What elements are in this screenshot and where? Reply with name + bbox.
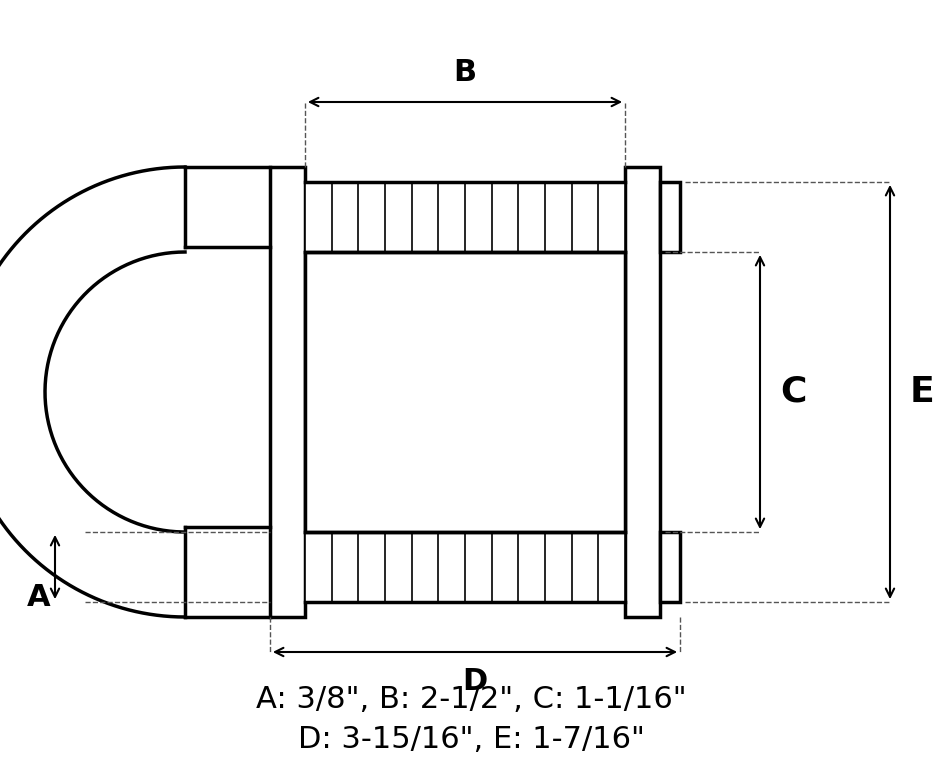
Bar	[660, 532, 680, 602]
Text: D: 3-15/16", E: 1-7/16": D: 3-15/16", E: 1-7/16"	[298, 726, 644, 755]
Bar	[305, 182, 625, 252]
Text: A: 3/8", B: 2-1/2", C: 1-1/16": A: 3/8", B: 2-1/2", C: 1-1/16"	[255, 686, 687, 715]
Text: C: C	[780, 375, 806, 409]
Bar	[305, 252, 625, 532]
Bar	[270, 167, 305, 617]
Text: B: B	[453, 58, 477, 87]
Text: D: D	[463, 667, 488, 696]
Bar	[660, 182, 680, 252]
Text: E: E	[910, 375, 934, 409]
Bar	[305, 532, 625, 602]
Bar	[625, 167, 660, 617]
Text: A: A	[26, 583, 50, 612]
